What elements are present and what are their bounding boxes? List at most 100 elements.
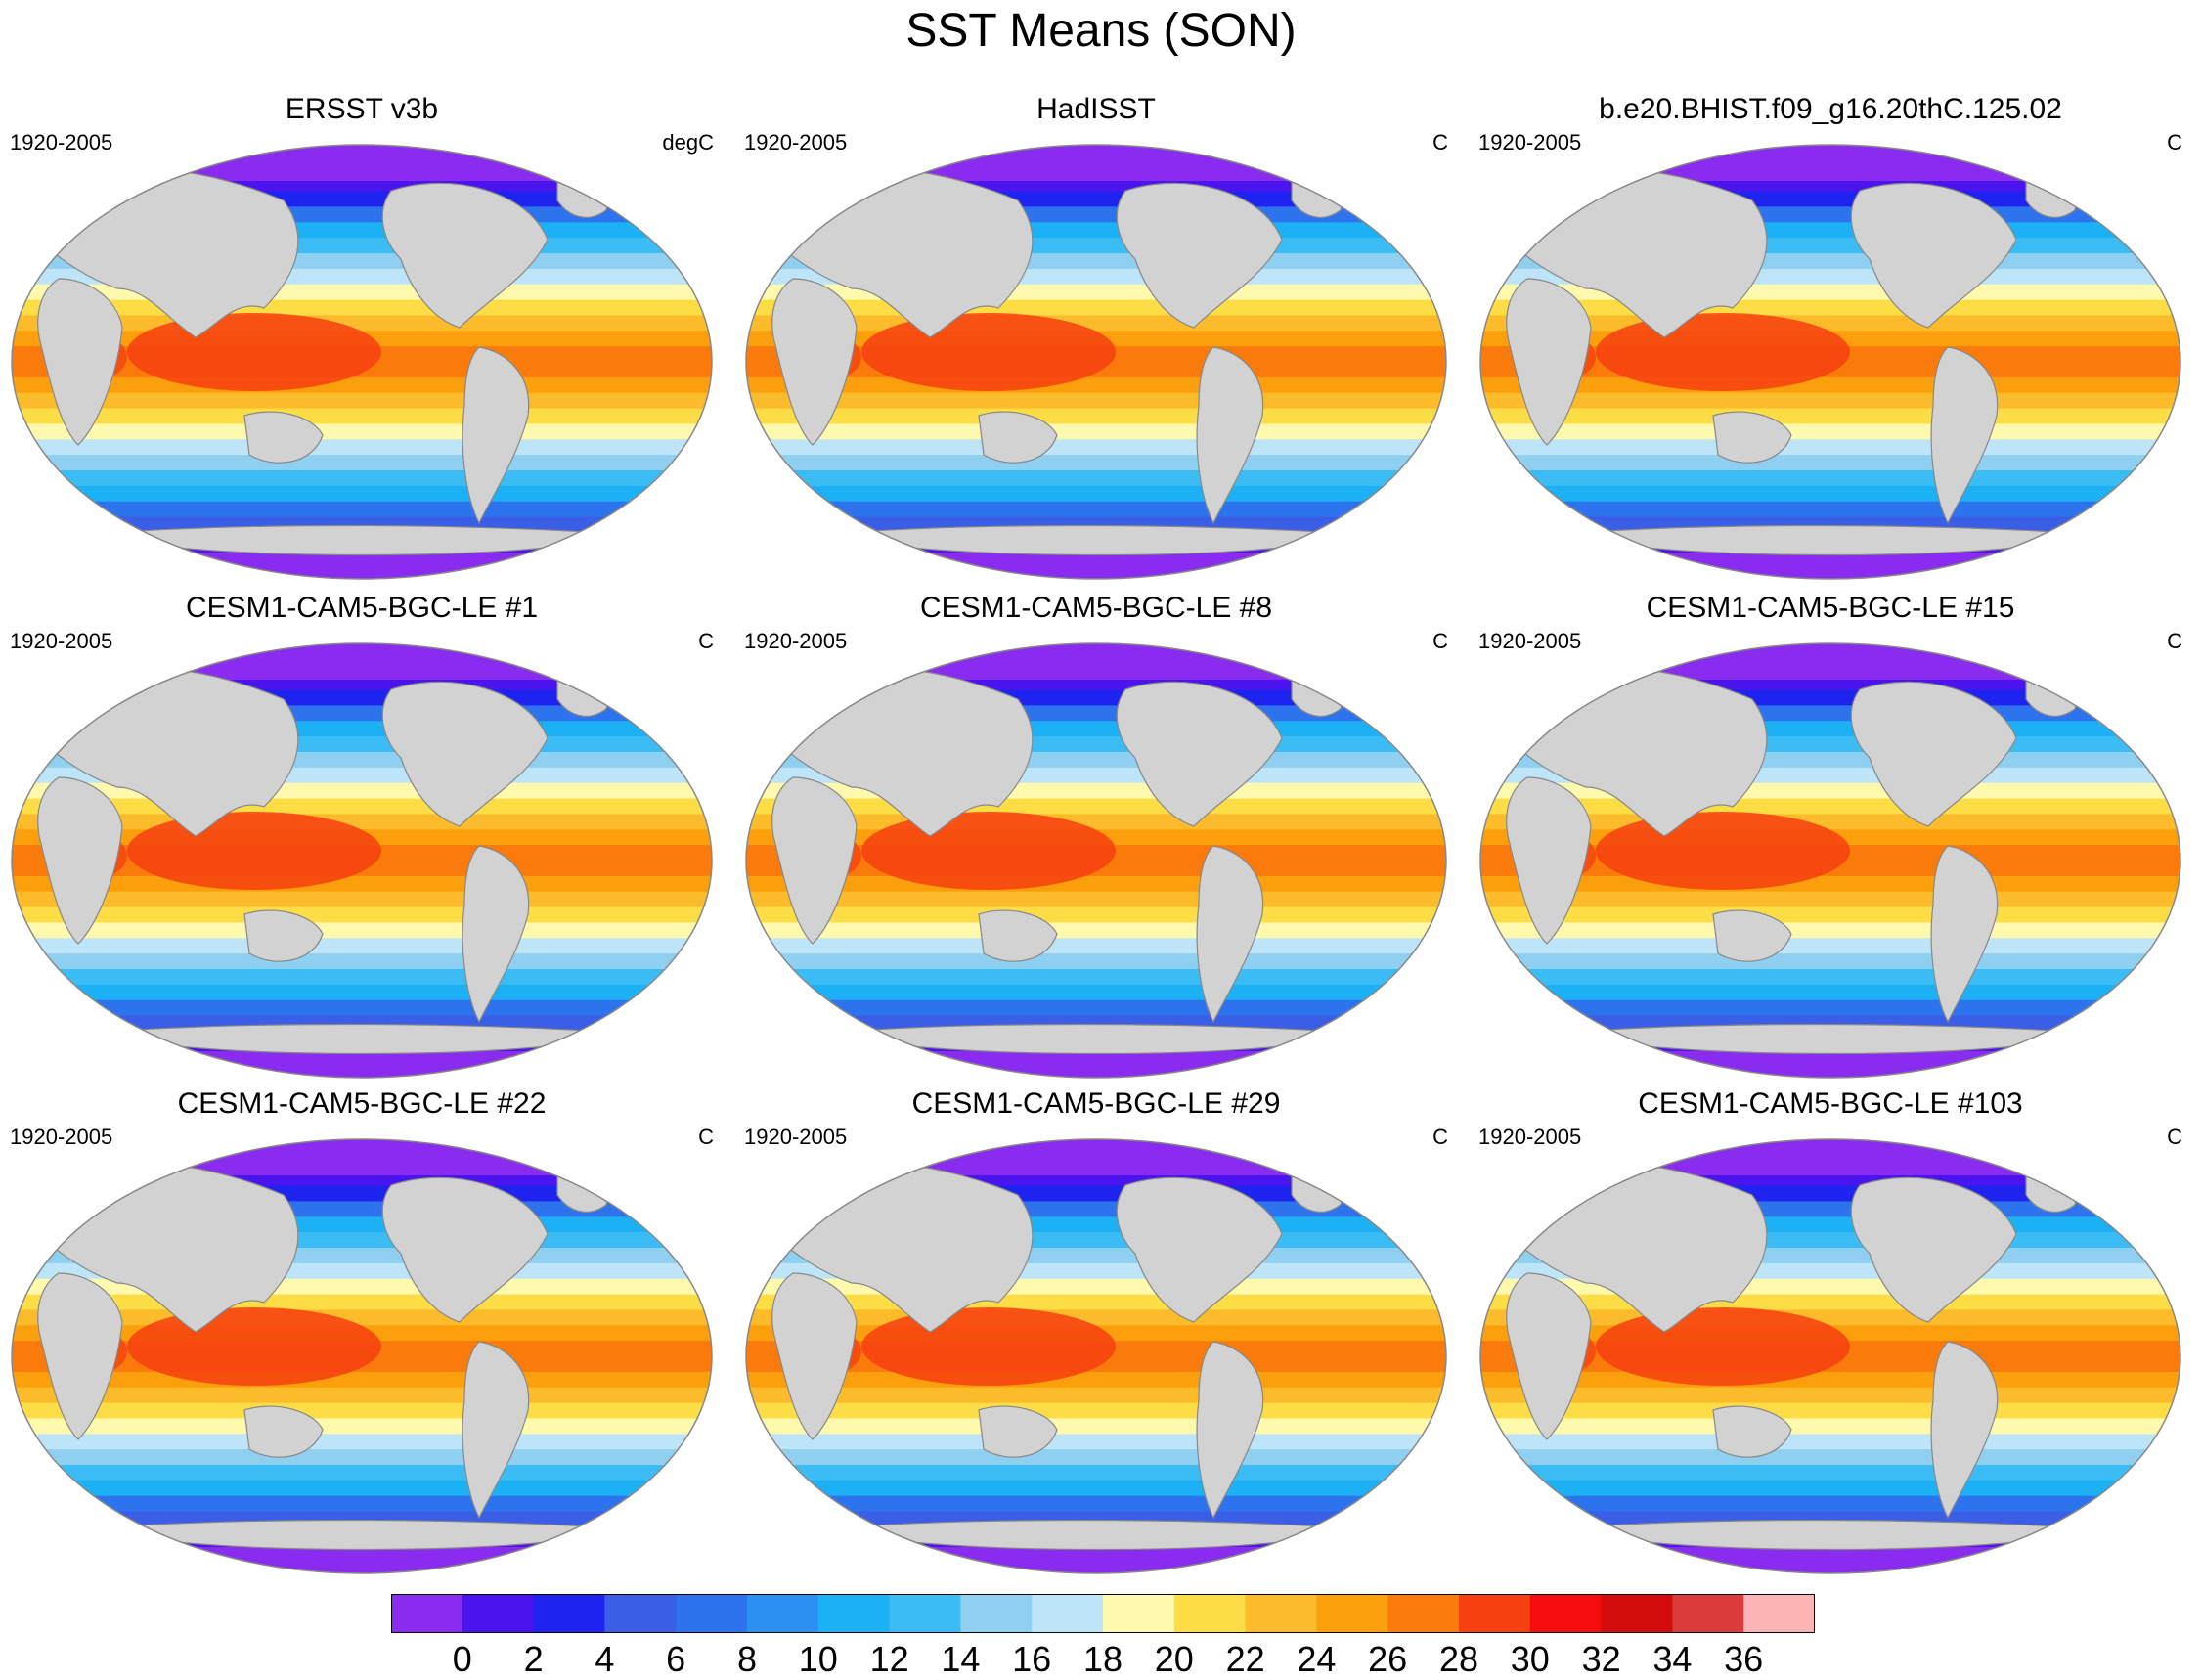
sst-band [746,485,1446,503]
land-mass [243,909,324,962]
colorbar-swatch [1103,1594,1175,1633]
sst-band [746,906,1446,924]
panel-units: C [698,1125,714,1149]
colorbar-tick-label: 34 [1652,1639,1693,1679]
colorbar-tick-label: 20 [1154,1639,1194,1679]
polar-ice [1480,643,2180,680]
sst-band [1480,953,2180,970]
land-mass [1116,681,1283,827]
colorbar-tick-label: 30 [1510,1639,1550,1679]
sst-band [1480,423,2180,441]
panel-title: CESM1-CAM5-BGC-LE #29 [911,1087,1281,1120]
sst-band [746,1418,1446,1436]
panel-units: C [1432,629,1448,653]
land-mass [1850,182,2017,329]
sst-band [746,1185,1446,1203]
sst-band [1480,984,2180,1001]
panel-title: CESM1-CAM5-BGC-LE #8 [919,592,1273,624]
land-mass [462,845,530,1024]
polar-ice [1480,1051,2180,1078]
colorbar-swatch [1387,1594,1460,1633]
sst-band [746,392,1446,410]
sst-band [12,1278,712,1296]
warm-pool [861,812,1116,890]
land-mass [462,346,530,525]
polar-ice [12,553,712,579]
land-mass [37,1272,123,1440]
sst-map [1479,1138,2181,1574]
panel-title: CESM1-CAM5-BGC-LE #22 [177,1087,547,1120]
land-mass [771,776,858,945]
sst-band [1480,1480,2180,1497]
land-mass [771,278,858,446]
polar-ice [12,1547,712,1573]
sst-map [745,1138,1447,1574]
polar-ice [746,1139,1446,1175]
warm-pool [861,1307,1116,1386]
sst-band [12,999,712,1017]
map-panel: CESM1-CAM5-BGC-LE #15 1920-2005 C [1469,592,2192,1085]
colorbar-tick-label: 0 [452,1639,472,1679]
panel-units: C [698,629,714,653]
sst-band [12,906,712,924]
warm-pool [127,313,381,391]
panel-title: ERSST v3b [285,93,439,125]
sst-map [745,144,1447,580]
sst-band [746,284,1446,301]
sst-band [12,191,712,208]
sst-band [1480,1449,2180,1466]
panel-period: 1920-2005 [10,629,113,653]
map-outline [11,1138,713,1574]
land-mass [37,278,123,446]
colorbar-tick-label: 24 [1297,1639,1337,1679]
land-mass [381,1176,549,1323]
colorbar-tick-label: 16 [1012,1639,1052,1679]
colorbar-swatch [1601,1594,1673,1633]
sst-band [1480,1402,2180,1420]
colorbar-tick-label: 14 [941,1639,981,1679]
sst-band [12,782,712,800]
land-mass [1196,845,1264,1024]
colorbar-swatch [533,1594,605,1633]
colorbar-frame [391,1594,1815,1633]
sst-band [1480,501,2180,518]
sst-band [1480,1418,2180,1436]
warm-pool [127,812,381,890]
colorbar-tick-label: 12 [869,1639,909,1679]
map-panel: HadISST 1920-2005 C [734,93,1458,587]
sst-map [11,642,713,1079]
colorbar-swatch [1529,1594,1603,1633]
sst-band [1480,891,2180,908]
land-mass [1712,411,1792,464]
map-panel: CESM1-CAM5-BGC-LE #22 1920-2005 C [0,1087,724,1581]
figure-title: SST Means (SON) [905,5,1297,57]
land-mass [1850,1176,2017,1323]
land-mass [243,1405,324,1458]
sst-band [1480,906,2180,924]
sst-band [12,423,712,441]
colorbar-swatch [1245,1594,1317,1633]
warm-pool [861,313,1116,391]
panel-units: C [1432,130,1448,155]
sst-band [1480,689,2180,707]
sst-band [746,1387,1446,1404]
colorbar-swatch [1459,1594,1531,1633]
sst-band [12,1434,712,1451]
warm-pool [1596,1307,1850,1386]
sst-band [12,922,712,940]
colorbar-tick-label: 18 [1082,1639,1123,1679]
sst-band [1480,191,2180,208]
sst-band [1480,485,2180,503]
colorbar-tick-label: 10 [798,1639,838,1679]
land-mass [1930,845,1999,1024]
land-mass [1506,1272,1592,1440]
colorbar-swatch [1173,1594,1247,1633]
sst-band [1480,284,2180,301]
polar-ice [746,145,1446,181]
colorbar-tick-label: 32 [1581,1639,1621,1679]
warm-pool [127,1307,381,1386]
sst-band [12,1465,712,1481]
sst-map [1479,642,2181,1079]
polar-ice [12,1051,712,1078]
colorbar-swatch [960,1594,1033,1633]
